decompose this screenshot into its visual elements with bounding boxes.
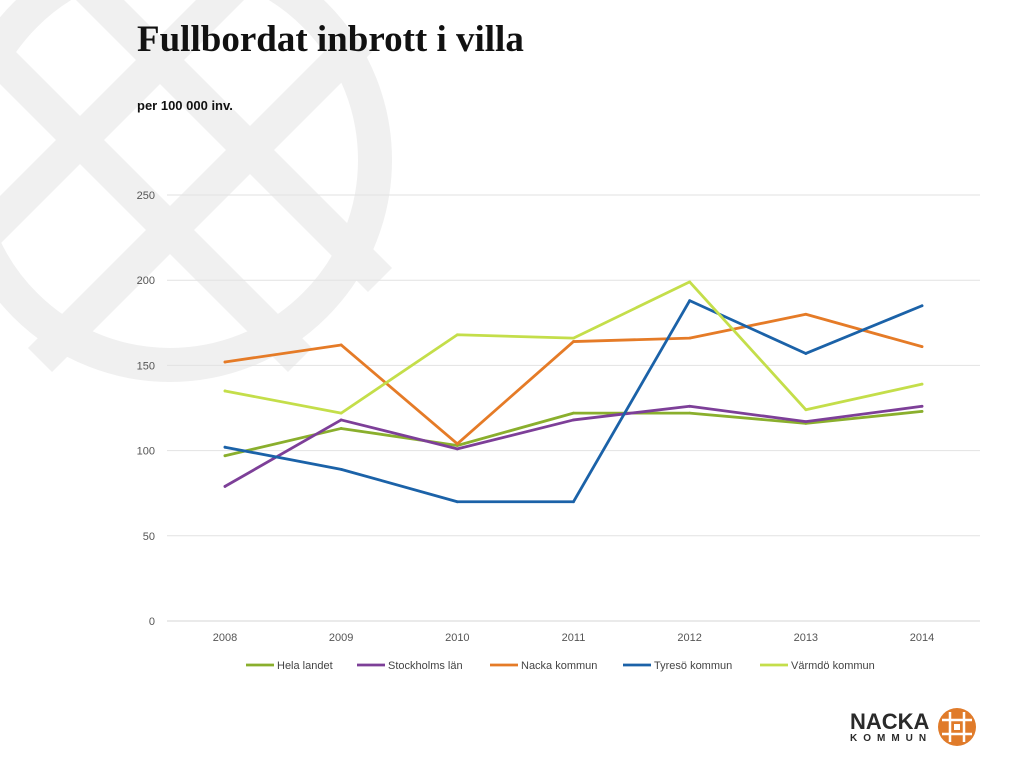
data-point [920,410,924,413]
legend-label: Stockholms län [388,660,463,672]
data-point [920,304,924,308]
legend-item: Värmdö kommun [760,660,875,672]
x-tick-label: 2010 [445,632,469,644]
x-tick-label: 2009 [329,632,353,644]
legend-label: Värmdö kommun [791,660,875,672]
data-point [920,382,924,386]
data-point [223,389,227,393]
data-point [455,442,459,446]
y-tick-label: 200 [137,275,155,287]
series-line-0 [223,410,924,458]
x-tick-label: 2008 [213,632,237,644]
data-point [572,500,575,504]
data-point [339,343,343,347]
x-tick-label: 2014 [910,632,934,644]
data-point [455,333,459,337]
x-tick-label: 2013 [794,632,818,644]
data-point [804,312,808,316]
x-tick-label: 2011 [562,632,586,644]
logo-emblem-icon [938,708,976,746]
data-point [572,336,575,340]
data-point [688,404,692,408]
data-point [223,360,227,364]
y-tick-label: 250 [137,190,155,202]
series-line-2 [223,312,924,446]
chart-gridlines [167,194,980,622]
data-point [455,447,459,451]
data-point [455,500,459,504]
nacka-kommun-logo: NACKA KOMMUN [846,703,978,751]
data-point [572,411,575,415]
data-point [688,336,692,340]
logo-name: NACKA [850,709,930,734]
data-point [688,299,692,303]
data-point [920,404,924,408]
legend-item: Hela landet [246,660,333,672]
slide-title: Fullbordat inbrott i villa [137,19,524,60]
data-point [688,280,692,284]
data-point [920,345,924,349]
data-point [339,418,343,422]
y-tick-label: 50 [143,531,155,543]
legend-label: Hela landet [277,660,333,672]
series-line-3 [223,299,924,504]
slide-subtitle: per 100 000 inv. [137,98,233,113]
data-point [223,445,227,449]
legend-label: Tyresö kommun [654,660,732,672]
data-point [688,411,692,415]
chart-legend: Hela landet Stockholms län Nacka kommun Tyr… [246,660,875,672]
data-point [223,484,227,488]
data-point [339,427,343,430]
y-axis-ticks: 0 50 100 150 200 250 [137,190,155,628]
x-axis-ticks: 2008 2009 2010 2011 2012 2013 2014 [213,632,934,644]
data-point [804,352,808,355]
logo-subtitle: KOMMUN [850,733,933,744]
series-line-1 [223,404,924,488]
legend-item: Nacka kommun [490,660,597,672]
y-tick-label: 100 [137,446,155,458]
x-tick-label: 2012 [677,632,701,644]
data-point [572,418,575,422]
legend-item: Stockholms län [357,660,463,672]
line-chart: 0 50 100 150 200 250 2008 2009 2010 2011 2012 2013… [137,190,980,672]
legend-label: Nacka kommun [521,660,597,672]
y-tick-label: 0 [149,616,155,628]
legend-item: Tyresö kommun [623,660,732,672]
data-point [339,467,343,471]
chart-series [223,280,924,504]
data-point [804,408,808,412]
y-tick-label: 150 [137,360,155,372]
data-point [572,340,575,343]
data-point [339,411,343,415]
data-point [223,454,227,458]
data-point [804,420,808,424]
